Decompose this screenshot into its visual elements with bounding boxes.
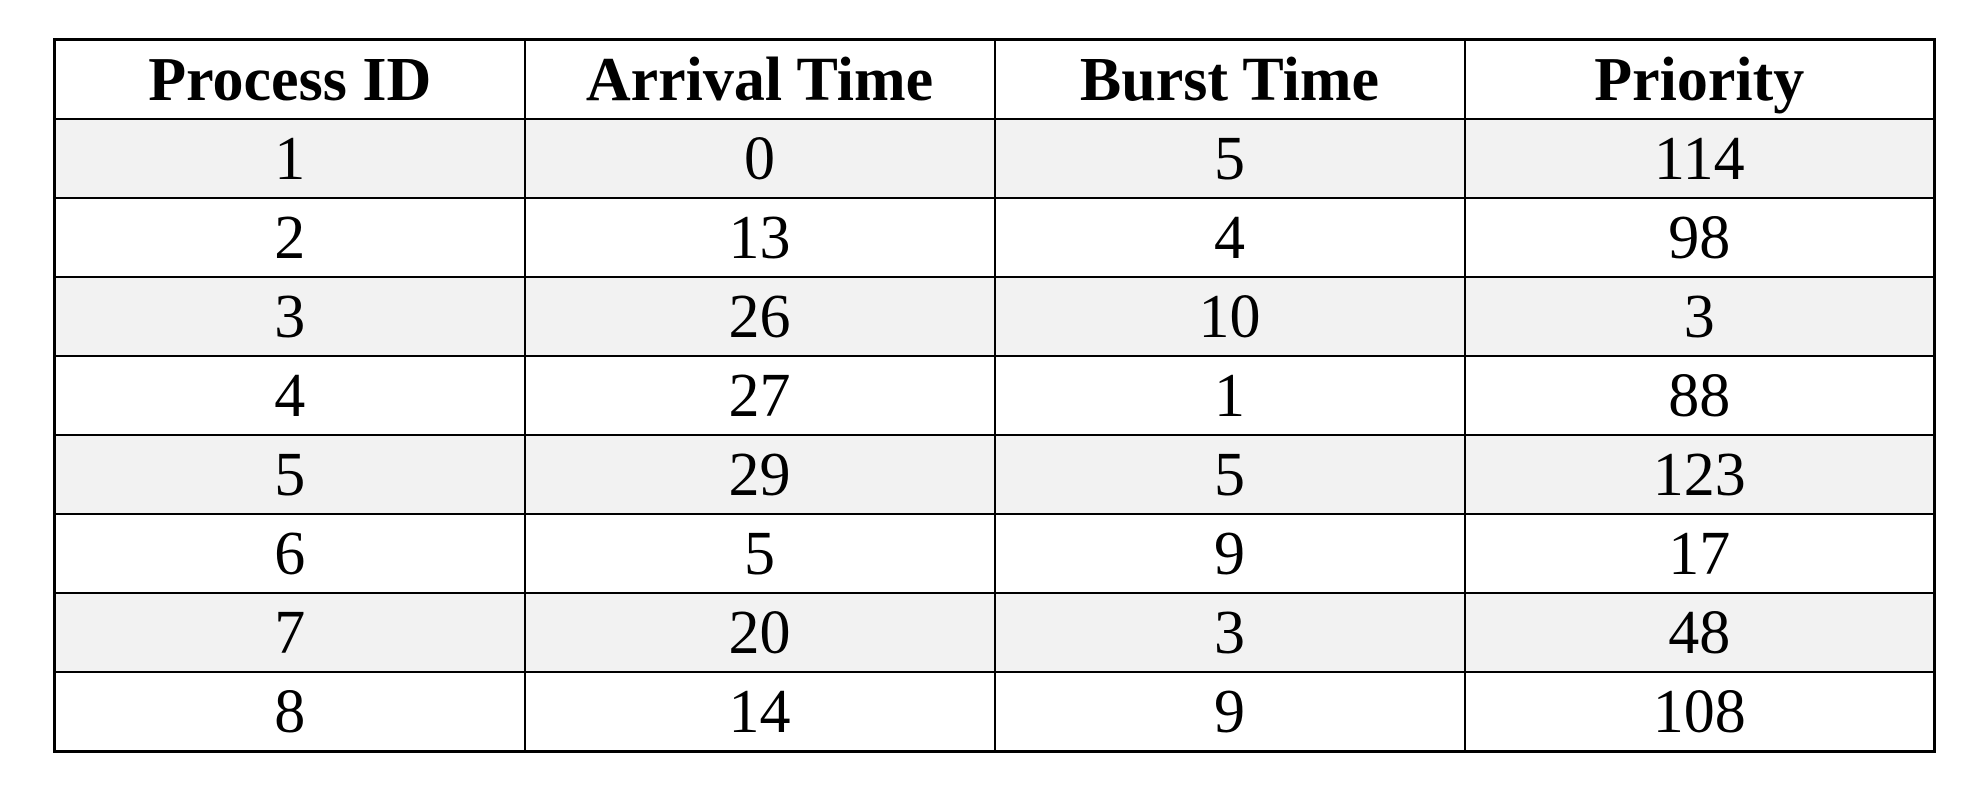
table-cell-burst-time: 9 bbox=[993, 671, 1466, 753]
column-header-burst-time: Burst Time bbox=[993, 38, 1466, 120]
column-header-process-id: Process ID bbox=[53, 38, 526, 120]
table-cell-burst-time: 9 bbox=[993, 513, 1466, 594]
table-row: 3 26 10 3 bbox=[53, 276, 1936, 357]
table-cell-burst-time: 4 bbox=[993, 197, 1466, 278]
process-table-container: Process ID Arrival Time Burst Time Prior… bbox=[53, 38, 1936, 753]
table-cell-burst-time: 3 bbox=[993, 592, 1466, 673]
table-cell-arrival-time: 0 bbox=[523, 118, 996, 199]
table-cell-arrival-time: 27 bbox=[523, 355, 996, 436]
table-row: 6 5 9 17 bbox=[53, 513, 1936, 594]
table-row: 2 13 4 98 bbox=[53, 197, 1936, 278]
table-cell-priority: 98 bbox=[1463, 197, 1936, 278]
table-cell-process-id: 1 bbox=[53, 118, 526, 199]
table-cell-arrival-time: 20 bbox=[523, 592, 996, 673]
column-header-priority: Priority bbox=[1463, 38, 1936, 120]
table-cell-process-id: 5 bbox=[53, 434, 526, 515]
table-cell-process-id: 2 bbox=[53, 197, 526, 278]
table-row: 1 0 5 114 bbox=[53, 118, 1936, 199]
table-cell-arrival-time: 26 bbox=[523, 276, 996, 357]
column-header-arrival-time: Arrival Time bbox=[523, 38, 996, 120]
table-cell-arrival-time: 29 bbox=[523, 434, 996, 515]
table-body: 1 0 5 114 2 13 4 98 3 26 10 3 4 27 1 88 5 29 5 123 6 5 9 17 7 20 3… bbox=[53, 118, 1936, 753]
table-cell-arrival-time: 14 bbox=[523, 671, 996, 753]
table-cell-burst-time: 5 bbox=[993, 118, 1466, 199]
table-cell-priority: 88 bbox=[1463, 355, 1936, 436]
table-header-row: Process ID Arrival Time Burst Time Prior… bbox=[53, 38, 1936, 120]
process-table: Process ID Arrival Time Burst Time Prior… bbox=[53, 38, 1936, 753]
table-cell-priority: 108 bbox=[1463, 671, 1936, 753]
table-cell-priority: 17 bbox=[1463, 513, 1936, 594]
table-cell-arrival-time: 13 bbox=[523, 197, 996, 278]
table-cell-priority: 48 bbox=[1463, 592, 1936, 673]
table-row: 8 14 9 108 bbox=[53, 671, 1936, 753]
table-cell-priority: 3 bbox=[1463, 276, 1936, 357]
table-cell-burst-time: 10 bbox=[993, 276, 1466, 357]
table-cell-process-id: 3 bbox=[53, 276, 526, 357]
table-cell-arrival-time: 5 bbox=[523, 513, 996, 594]
table-cell-burst-time: 1 bbox=[993, 355, 1466, 436]
table-cell-process-id: 7 bbox=[53, 592, 526, 673]
table-cell-priority: 123 bbox=[1463, 434, 1936, 515]
table-cell-priority: 114 bbox=[1463, 118, 1936, 199]
table-row: 7 20 3 48 bbox=[53, 592, 1936, 673]
table-cell-process-id: 4 bbox=[53, 355, 526, 436]
table-cell-process-id: 8 bbox=[53, 671, 526, 753]
table-row: 5 29 5 123 bbox=[53, 434, 1936, 515]
table-cell-process-id: 6 bbox=[53, 513, 526, 594]
table-row: 4 27 1 88 bbox=[53, 355, 1936, 436]
table-cell-burst-time: 5 bbox=[993, 434, 1466, 515]
